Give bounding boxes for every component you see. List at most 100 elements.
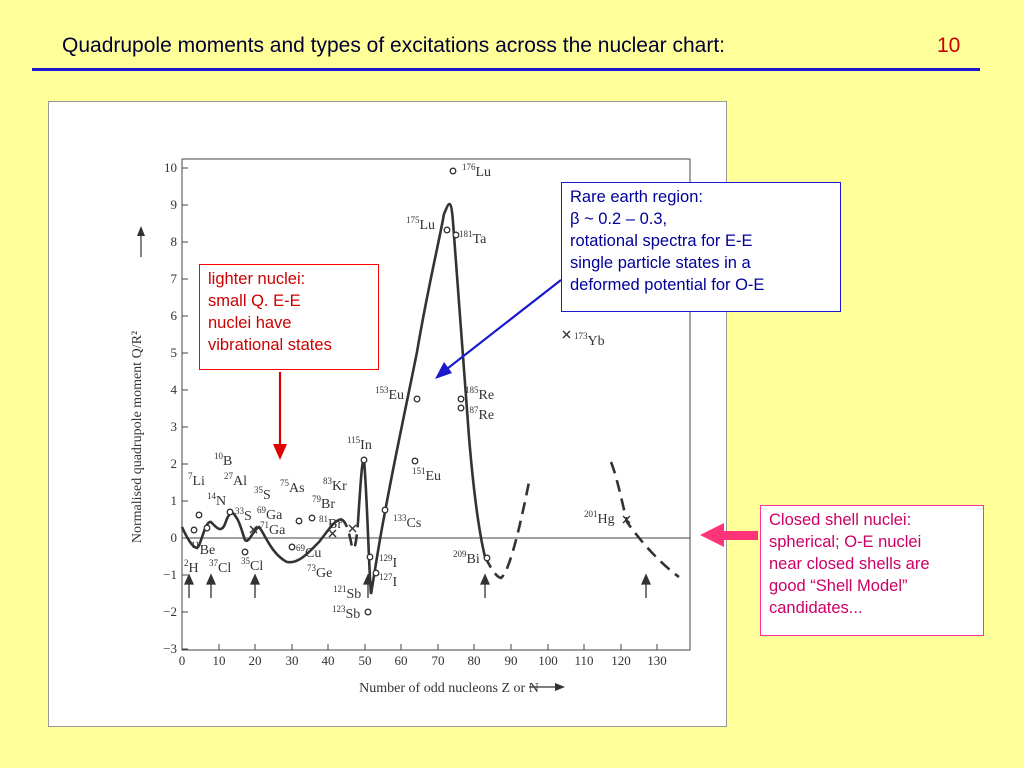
label-yb173: 173Yb	[574, 331, 605, 349]
ytick-7: 7	[171, 271, 178, 286]
ytick-3: 3	[171, 419, 178, 434]
label-ga71: 71Ga	[260, 520, 286, 538]
label-i129: 129I	[379, 553, 398, 571]
callout-closed-line-5: candidates...	[769, 599, 863, 617]
figure-svg: 10 9 8 7 6 5 4 3 2 1 0 −1 −2 −3 0 1	[130, 158, 691, 696]
point-ga69	[295, 517, 303, 525]
label-eu153: 153Eu	[375, 385, 404, 403]
label-cu69: 69Cu	[296, 543, 321, 561]
magic-number-arrows	[183, 573, 652, 598]
label-ta181: 181Ta	[459, 229, 487, 247]
point-li7	[195, 511, 203, 519]
xtick-130: 130	[647, 653, 667, 668]
callout-lighter-nuclei: lighter nuclei: small Q. E-E nuclei have…	[199, 264, 379, 370]
point-i127	[372, 569, 380, 577]
point-eu153	[413, 395, 421, 403]
quadrupole-curve-dash-2	[483, 481, 531, 580]
label-h2: 2H	[184, 558, 199, 576]
point-lu176	[449, 167, 457, 175]
label-ge73: 73Ge	[307, 563, 332, 581]
label-as75: 75As	[280, 478, 305, 496]
y-ticks	[182, 167, 188, 650]
point-in115	[360, 456, 368, 464]
quadrupole-curve-dash-1	[338, 518, 360, 551]
page-number: 10	[937, 34, 961, 57]
ytick-1: 1	[171, 493, 178, 508]
xtick-20: 20	[249, 653, 262, 668]
quadrupole-curve-dash-3	[609, 461, 680, 579]
y-axis-arrowhead	[137, 226, 145, 236]
ytick-m3: −3	[163, 641, 177, 656]
xtick-60: 60	[395, 653, 408, 668]
callout-rare-line-5: deformed potential for O-E	[570, 276, 765, 294]
callout-closed-line-2: spherical; O-E nuclei	[769, 533, 922, 551]
isotope-labels: 176Lu 175Lu 181Ta 173Yb 153Eu 185Re 187R…	[184, 162, 615, 622]
point-eu151	[411, 457, 419, 465]
callout-rare-line-4: single particle states in a	[570, 254, 751, 272]
ytick-2: 2	[171, 456, 178, 471]
point-al27	[226, 508, 234, 516]
label-li7: 7Li	[188, 471, 205, 489]
quadrupole-curve-rise	[356, 202, 487, 595]
point-bi209	[483, 554, 491, 562]
magenta-arrow-shaft	[722, 531, 758, 540]
label-n14: 14N	[207, 491, 226, 509]
cross-br81	[348, 524, 357, 533]
xtick-100: 100	[538, 653, 558, 668]
point-ta181	[452, 231, 460, 239]
title-rule	[32, 68, 980, 71]
label-cl35: 35Cl	[241, 556, 263, 574]
cross-yb173	[562, 330, 571, 339]
xtick-80: 80	[468, 653, 481, 668]
ytick-8: 8	[171, 234, 178, 249]
xtick-30: 30	[286, 653, 299, 668]
point-b10	[190, 526, 198, 534]
callout-closed-line-3: near closed shells are	[769, 555, 930, 573]
ytick-m2: −2	[163, 604, 177, 619]
label-b10: 10B	[214, 451, 232, 469]
data-points	[190, 167, 491, 616]
x-tick-labels: 0 10 20 30 40 50 60 70 80 90 100 110 120…	[179, 653, 667, 668]
xtick-70: 70	[432, 653, 445, 668]
callout-rare-line-1: Rare earth region:	[570, 188, 703, 206]
callout-light-line-1: lighter nuclei:	[208, 270, 306, 288]
label-br81: 81Br	[319, 514, 342, 532]
xtick-110: 110	[574, 653, 593, 668]
xtick-0: 0	[179, 653, 186, 668]
label-sb123: 123Sb	[332, 604, 360, 622]
callout-closed-shell: Closed shell nuclei: spherical; O-E nucl…	[760, 505, 984, 636]
xtick-90: 90	[505, 653, 518, 668]
cross-hg201	[622, 515, 631, 524]
label-s33: 33S	[235, 506, 252, 524]
label-lu176: 176Lu	[462, 162, 491, 180]
label-re187: 187Re	[465, 405, 494, 423]
y-axis-label: Normalised quadrupole moment Q/R²	[130, 331, 145, 543]
xtick-40: 40	[322, 653, 335, 668]
cross-s33	[249, 525, 258, 534]
point-as75	[308, 514, 316, 522]
label-re185: 185Re	[465, 385, 494, 403]
ytick-0: 0	[171, 530, 178, 545]
label-br79: 79Br	[312, 494, 335, 512]
callout-rare-earth: Rare earth region: β ~ 0.2 – 0.3, rotati…	[561, 182, 841, 312]
label-in115: 115In	[347, 435, 372, 453]
xtick-120: 120	[611, 653, 631, 668]
label-be11: 11Be	[191, 540, 215, 558]
point-cs133	[381, 506, 389, 514]
callout-light-line-4: vibrational states	[208, 336, 332, 354]
xtick-10: 10	[213, 653, 226, 668]
point-lu175	[443, 226, 451, 234]
ytick-4: 4	[171, 382, 178, 397]
ytick-m1: −1	[163, 567, 177, 582]
xtick-50: 50	[359, 653, 372, 668]
label-bi209: 209Bi	[453, 549, 480, 567]
label-ga69: 69Ga	[257, 505, 283, 523]
ytick-6: 6	[171, 308, 178, 323]
ytick-10: 10	[164, 160, 177, 175]
label-i127: 127I	[379, 572, 398, 590]
callout-closed-line-1: Closed shell nuclei:	[769, 511, 912, 529]
point-re185	[457, 395, 465, 403]
label-eu151: 151Eu	[412, 466, 441, 484]
ytick-5: 5	[171, 345, 178, 360]
label-hg201: 201Hg	[584, 509, 615, 527]
